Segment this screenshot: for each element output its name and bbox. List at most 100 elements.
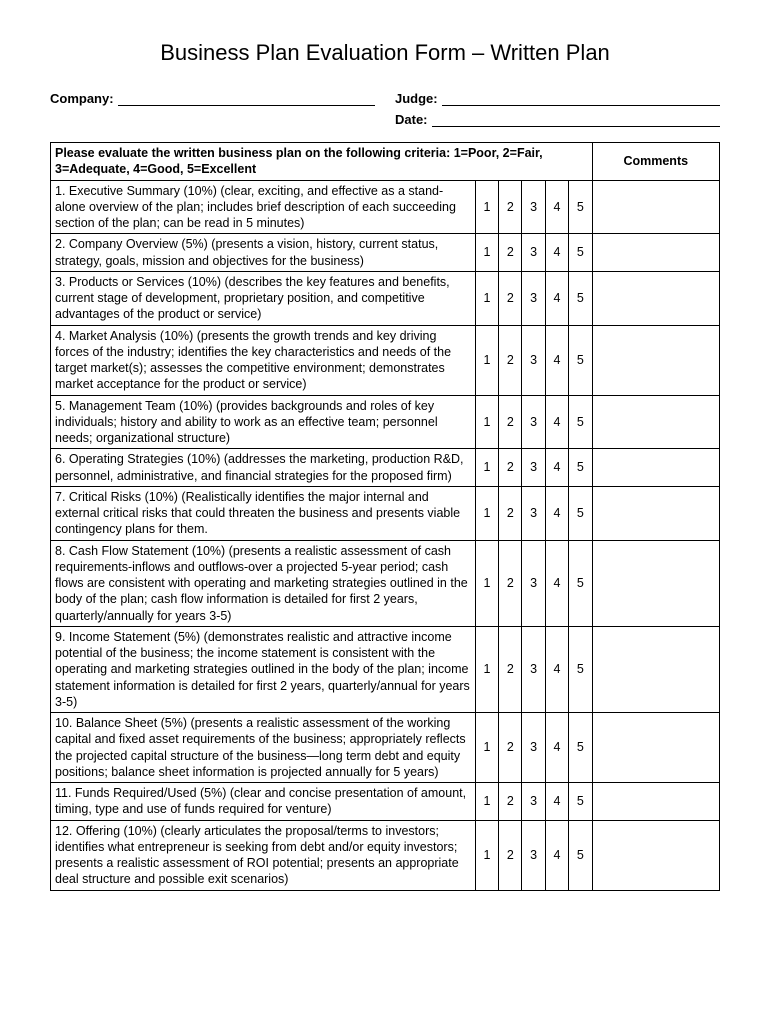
comments-cell[interactable]	[592, 180, 719, 234]
criterion-text: 2. Company Overview (5%) (presents a vis…	[51, 234, 476, 272]
rating-cell-2[interactable]: 2	[499, 395, 522, 449]
rating-cell-1[interactable]: 1	[475, 395, 498, 449]
rating-cell-5[interactable]: 5	[569, 395, 592, 449]
rating-cell-5[interactable]: 5	[569, 234, 592, 272]
rating-cell-1[interactable]: 1	[475, 325, 498, 395]
rating-cell-2[interactable]: 2	[499, 486, 522, 540]
rating-cell-2[interactable]: 2	[499, 234, 522, 272]
rating-cell-2[interactable]: 2	[499, 783, 522, 821]
rating-cell-5[interactable]: 5	[569, 783, 592, 821]
table-row: 10. Balance Sheet (5%) (presents a reali…	[51, 713, 720, 783]
page-title: Business Plan Evaluation Form – Written …	[50, 40, 720, 66]
rating-cell-3[interactable]: 3	[522, 626, 545, 712]
company-label: Company:	[50, 91, 114, 106]
rating-cell-2[interactable]: 2	[499, 713, 522, 783]
table-row: 7. Critical Risks (10%) (Realistically i…	[51, 486, 720, 540]
comments-cell[interactable]	[592, 271, 719, 325]
rating-cell-4[interactable]: 4	[545, 449, 568, 487]
rating-cell-2[interactable]: 2	[499, 325, 522, 395]
instruction-header: Please evaluate the written business pla…	[51, 143, 593, 181]
rating-cell-3[interactable]: 3	[522, 820, 545, 890]
form-header: Company: Judge: Date:	[50, 91, 720, 127]
rating-cell-2[interactable]: 2	[499, 540, 522, 626]
comments-cell[interactable]	[592, 486, 719, 540]
rating-cell-3[interactable]: 3	[522, 271, 545, 325]
rating-cell-4[interactable]: 4	[545, 713, 568, 783]
rating-cell-1[interactable]: 1	[475, 783, 498, 821]
rating-cell-2[interactable]: 2	[499, 180, 522, 234]
rating-cell-1[interactable]: 1	[475, 449, 498, 487]
rating-cell-4[interactable]: 4	[545, 325, 568, 395]
rating-cell-2[interactable]: 2	[499, 626, 522, 712]
comments-cell[interactable]	[592, 783, 719, 821]
rating-cell-4[interactable]: 4	[545, 180, 568, 234]
company-field-line[interactable]	[118, 92, 375, 106]
table-row: 2. Company Overview (5%) (presents a vis…	[51, 234, 720, 272]
rating-cell-5[interactable]: 5	[569, 325, 592, 395]
rating-cell-1[interactable]: 1	[475, 713, 498, 783]
comments-cell[interactable]	[592, 540, 719, 626]
judge-field-line[interactable]	[442, 92, 720, 106]
rating-cell-5[interactable]: 5	[569, 180, 592, 234]
rating-cell-3[interactable]: 3	[522, 180, 545, 234]
rating-cell-4[interactable]: 4	[545, 626, 568, 712]
rating-cell-5[interactable]: 5	[569, 449, 592, 487]
rating-cell-2[interactable]: 2	[499, 820, 522, 890]
table-row: 9. Income Statement (5%) (demonstrates r…	[51, 626, 720, 712]
rating-cell-5[interactable]: 5	[569, 271, 592, 325]
criterion-text: 3. Products or Services (10%) (describes…	[51, 271, 476, 325]
rating-cell-1[interactable]: 1	[475, 486, 498, 540]
rating-cell-5[interactable]: 5	[569, 626, 592, 712]
rating-cell-3[interactable]: 3	[522, 540, 545, 626]
rating-cell-4[interactable]: 4	[545, 271, 568, 325]
rating-cell-4[interactable]: 4	[545, 540, 568, 626]
comments-cell[interactable]	[592, 395, 719, 449]
rating-cell-5[interactable]: 5	[569, 713, 592, 783]
comments-cell[interactable]	[592, 820, 719, 890]
rating-cell-3[interactable]: 3	[522, 325, 545, 395]
rating-cell-1[interactable]: 1	[475, 626, 498, 712]
rating-cell-1[interactable]: 1	[475, 234, 498, 272]
date-label: Date:	[395, 112, 428, 127]
rating-cell-4[interactable]: 4	[545, 395, 568, 449]
comments-cell[interactable]	[592, 713, 719, 783]
rating-cell-3[interactable]: 3	[522, 713, 545, 783]
rating-cell-4[interactable]: 4	[545, 820, 568, 890]
rating-cell-1[interactable]: 1	[475, 180, 498, 234]
table-row: 6. Operating Strategies (10%) (addresses…	[51, 449, 720, 487]
criterion-text: 1. Executive Summary (10%) (clear, excit…	[51, 180, 476, 234]
rating-cell-5[interactable]: 5	[569, 540, 592, 626]
rating-cell-3[interactable]: 3	[522, 234, 545, 272]
rating-cell-2[interactable]: 2	[499, 271, 522, 325]
criterion-text: 11. Funds Required/Used (5%) (clear and …	[51, 783, 476, 821]
rating-cell-3[interactable]: 3	[522, 783, 545, 821]
criterion-text: 8. Cash Flow Statement (10%) (presents a…	[51, 540, 476, 626]
date-field-line[interactable]	[432, 113, 720, 127]
rating-cell-2[interactable]: 2	[499, 449, 522, 487]
table-row: 12. Offering (10%) (clearly articulates …	[51, 820, 720, 890]
rating-cell-1[interactable]: 1	[475, 271, 498, 325]
rating-cell-1[interactable]: 1	[475, 820, 498, 890]
comments-cell[interactable]	[592, 325, 719, 395]
rating-cell-3[interactable]: 3	[522, 449, 545, 487]
criterion-text: 10. Balance Sheet (5%) (presents a reali…	[51, 713, 476, 783]
rating-cell-4[interactable]: 4	[545, 234, 568, 272]
table-row: 11. Funds Required/Used (5%) (clear and …	[51, 783, 720, 821]
rating-cell-4[interactable]: 4	[545, 783, 568, 821]
comments-cell[interactable]	[592, 234, 719, 272]
rating-cell-5[interactable]: 5	[569, 486, 592, 540]
comments-cell[interactable]	[592, 449, 719, 487]
rating-cell-5[interactable]: 5	[569, 820, 592, 890]
comments-cell[interactable]	[592, 626, 719, 712]
criterion-text: 9. Income Statement (5%) (demonstrates r…	[51, 626, 476, 712]
criterion-text: 7. Critical Risks (10%) (Realistically i…	[51, 486, 476, 540]
table-row: 4. Market Analysis (10%) (presents the g…	[51, 325, 720, 395]
rating-cell-3[interactable]: 3	[522, 395, 545, 449]
table-row: 1. Executive Summary (10%) (clear, excit…	[51, 180, 720, 234]
judge-label: Judge:	[395, 91, 438, 106]
rating-cell-3[interactable]: 3	[522, 486, 545, 540]
rating-cell-1[interactable]: 1	[475, 540, 498, 626]
comments-header: Comments	[592, 143, 719, 181]
rating-cell-4[interactable]: 4	[545, 486, 568, 540]
evaluation-table: Please evaluate the written business pla…	[50, 142, 720, 891]
